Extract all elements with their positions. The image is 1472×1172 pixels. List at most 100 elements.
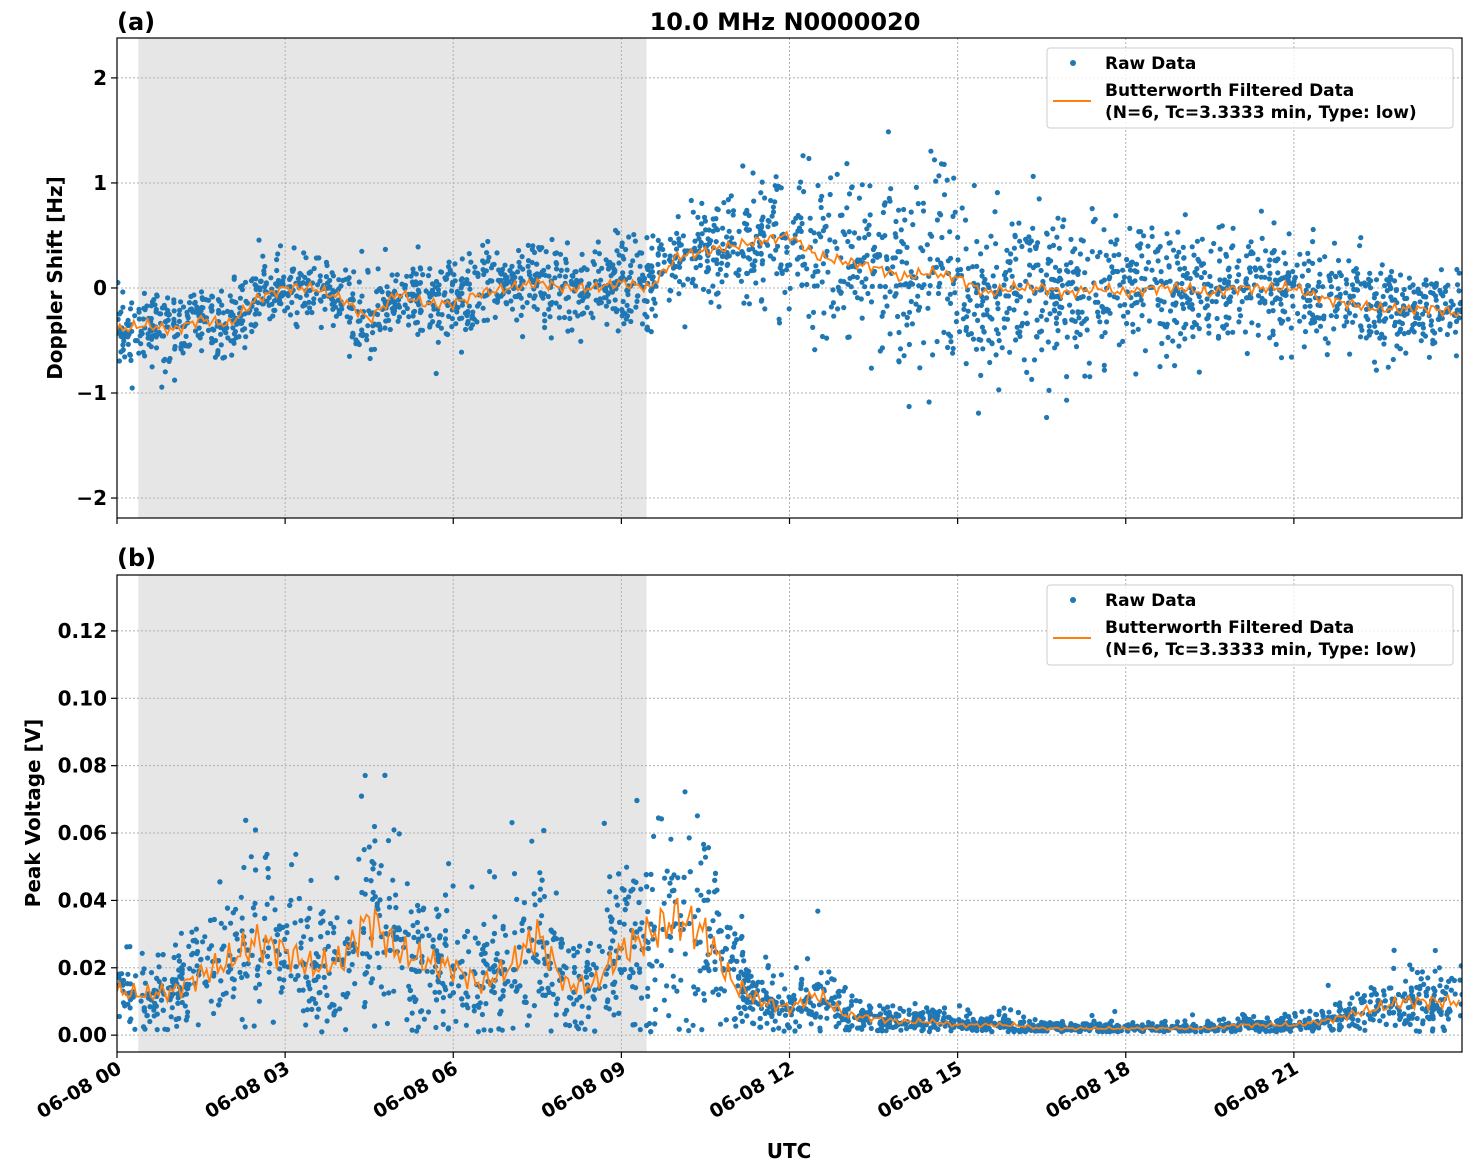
raw-data-point	[327, 284, 333, 290]
raw-data-point	[652, 977, 658, 983]
raw-data-point	[206, 297, 212, 303]
raw-data-point	[139, 950, 145, 956]
raw-data-point	[893, 218, 899, 225]
raw-data-point	[227, 293, 233, 299]
raw-data-point	[974, 303, 980, 309]
raw-data-point	[948, 255, 954, 261]
raw-data-point	[1263, 248, 1269, 254]
raw-data-point	[340, 277, 346, 283]
raw-data-point	[856, 235, 862, 241]
raw-data-point	[1386, 1009, 1392, 1015]
raw-data-point	[1104, 319, 1110, 325]
raw-data-point	[897, 346, 904, 352]
raw-data-point	[330, 956, 337, 963]
raw-data-point	[347, 315, 353, 321]
raw-data-point	[256, 998, 262, 1004]
raw-data-point	[723, 272, 729, 278]
raw-data-point	[595, 239, 601, 245]
raw-data-point	[849, 993, 855, 999]
raw-data-point	[1017, 282, 1023, 288]
raw-data-point	[849, 998, 855, 1005]
raw-data-point	[1217, 246, 1223, 252]
raw-data-point	[886, 195, 892, 201]
raw-data-point	[127, 306, 134, 312]
raw-data-point	[938, 260, 944, 266]
raw-data-point	[947, 300, 954, 306]
raw-data-point	[1139, 275, 1145, 281]
raw-data-point	[449, 282, 456, 288]
raw-data-point	[1302, 1017, 1308, 1023]
raw-data-point	[1170, 301, 1176, 307]
raw-data-point	[1322, 336, 1328, 342]
raw-data-point	[178, 299, 184, 305]
raw-data-point	[717, 266, 724, 272]
raw-data-point	[171, 300, 177, 306]
raw-data-point	[511, 871, 518, 877]
raw-data-point	[127, 1018, 133, 1025]
raw-data-point	[1428, 318, 1435, 324]
raw-data-point	[366, 308, 372, 314]
raw-data-point	[719, 279, 725, 285]
raw-data-point	[1349, 282, 1356, 288]
raw-data-point	[1286, 231, 1292, 237]
raw-data-point	[1014, 298, 1020, 304]
raw-data-point	[1349, 995, 1355, 1001]
raw-data-point	[480, 970, 486, 976]
raw-data-point	[195, 332, 201, 339]
raw-data-point	[725, 197, 732, 203]
raw-data-point	[795, 271, 801, 277]
raw-data-point	[776, 320, 783, 326]
raw-data-point	[699, 200, 705, 206]
raw-data-point	[456, 983, 462, 989]
raw-data-point	[651, 296, 657, 302]
raw-data-point	[184, 981, 190, 987]
raw-data-point	[556, 315, 563, 321]
raw-data-point	[331, 924, 337, 931]
raw-data-point	[732, 940, 738, 946]
raw-data-point	[1316, 279, 1322, 285]
raw-data-point	[652, 313, 659, 319]
raw-data-point	[751, 263, 757, 269]
raw-data-point	[1324, 352, 1330, 358]
raw-data-point	[548, 335, 554, 341]
raw-data-point	[413, 320, 419, 326]
raw-data-point	[944, 177, 950, 183]
raw-data-point	[1241, 1013, 1248, 1019]
raw-data-point	[664, 868, 670, 874]
raw-data-point	[694, 887, 700, 893]
raw-data-point	[692, 914, 698, 920]
raw-data-point	[220, 310, 226, 316]
raw-data-point	[575, 313, 581, 319]
raw-data-point	[242, 326, 248, 332]
raw-data-point	[258, 278, 264, 284]
raw-data-point	[757, 1024, 763, 1030]
raw-data-point	[824, 1015, 830, 1021]
raw-data-point	[151, 1004, 158, 1010]
raw-data-point	[306, 998, 312, 1004]
raw-data-point	[450, 883, 456, 889]
raw-data-point	[539, 269, 545, 275]
raw-data-point	[950, 213, 956, 219]
raw-data-point	[1004, 310, 1010, 316]
raw-data-point	[865, 290, 871, 297]
raw-data-point	[480, 267, 486, 273]
raw-data-point	[328, 920, 334, 927]
raw-data-point	[1054, 341, 1060, 347]
raw-data-point	[1047, 244, 1053, 250]
raw-data-point	[435, 311, 441, 317]
raw-data-point	[1017, 238, 1023, 244]
raw-data-point	[413, 279, 419, 285]
raw-data-point	[1155, 258, 1161, 264]
raw-data-point	[359, 248, 365, 254]
raw-data-point	[764, 1020, 770, 1026]
raw-data-point	[904, 1026, 910, 1032]
raw-data-point	[1206, 330, 1212, 336]
raw-data-point	[1381, 992, 1387, 998]
raw-data-point	[154, 1027, 160, 1033]
raw-data-point	[211, 973, 217, 979]
raw-data-point	[1457, 977, 1462, 983]
raw-data-point	[834, 245, 840, 251]
raw-data-point	[176, 953, 182, 959]
raw-data-point	[1273, 341, 1279, 347]
raw-data-point	[1047, 311, 1053, 317]
